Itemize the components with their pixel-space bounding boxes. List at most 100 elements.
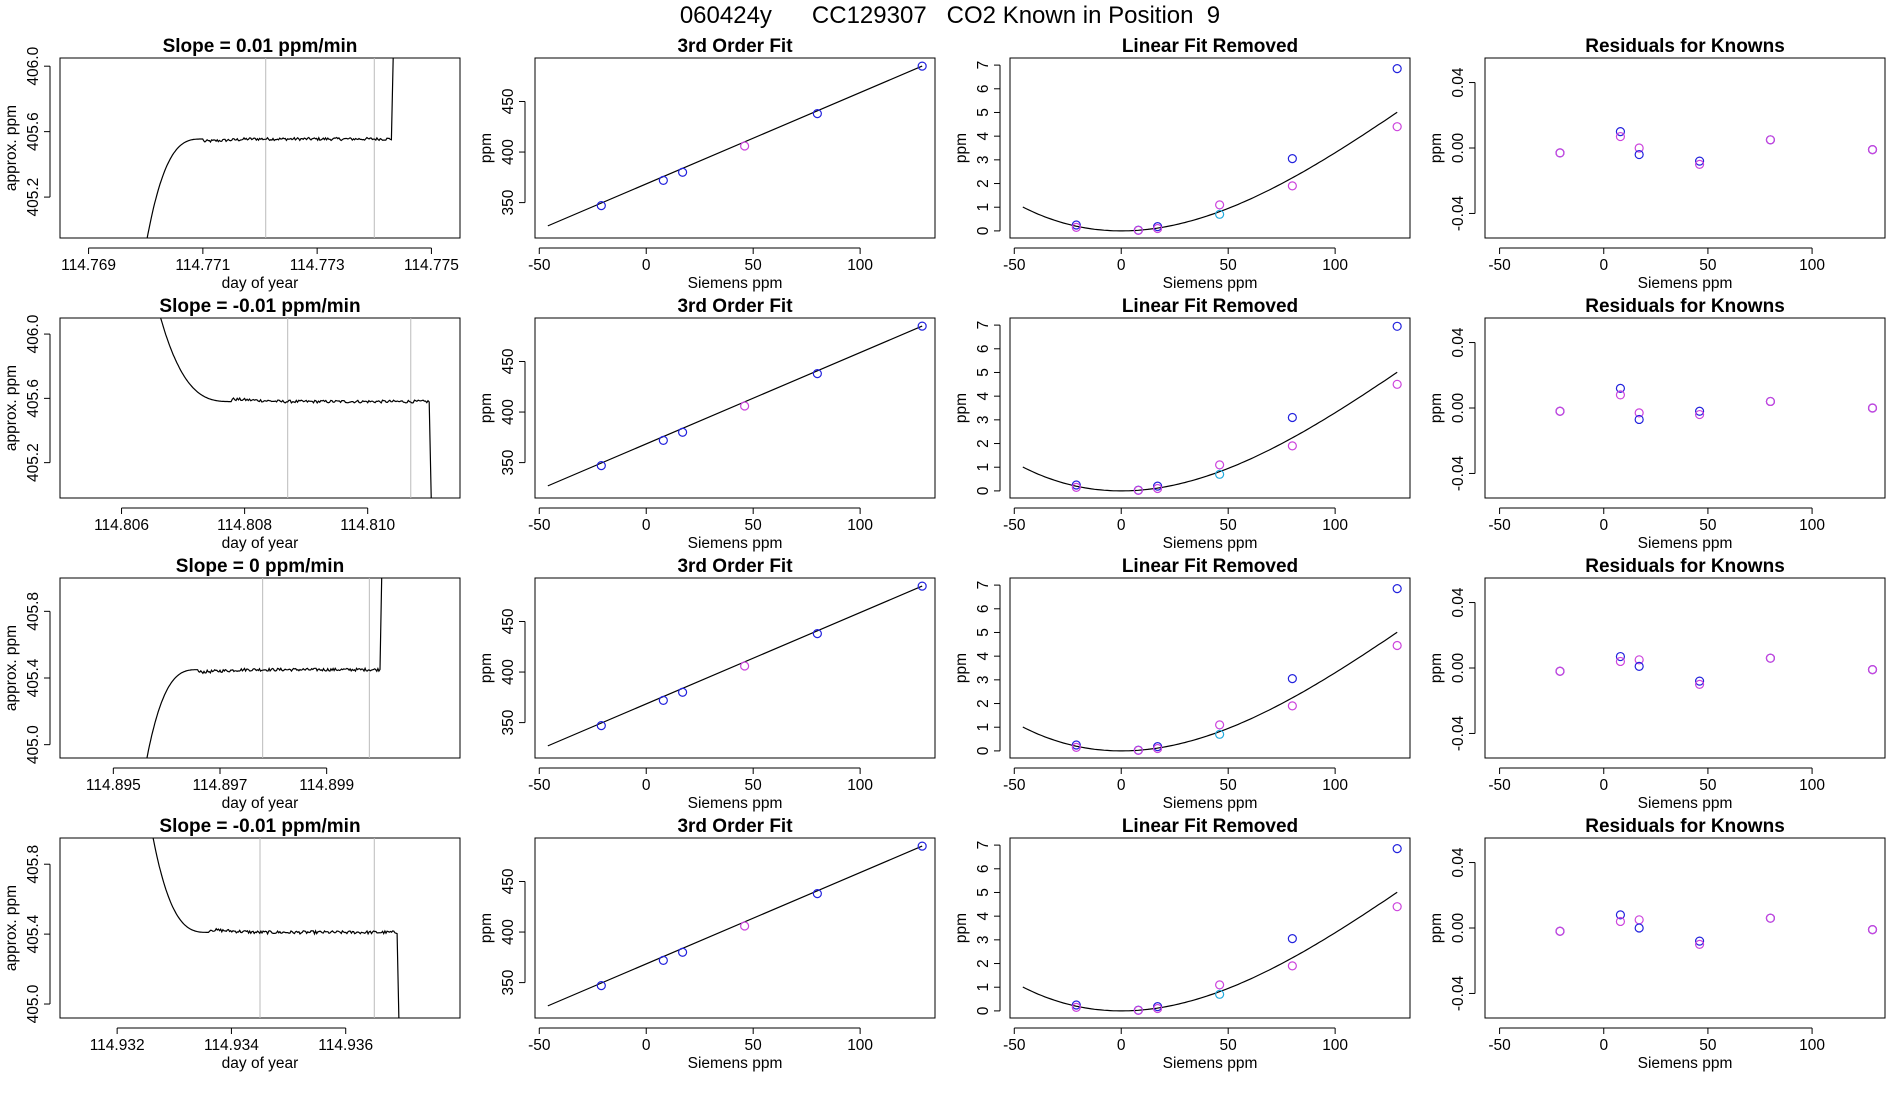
data-point [1152,483,1163,494]
data-point [1287,441,1297,451]
data-point [1765,396,1776,407]
panel-title: Residuals for Knowns [1585,36,1785,57]
x-tick-label: 114.899 [299,777,354,794]
plot-area [1555,910,1878,949]
panel-r3-c3: Linear Fit Removed -50 0 50 100 Siemens ppm 0 1… [953,556,1411,812]
data-point [740,921,750,931]
plot-frame [59,57,461,239]
x-axis-label: Siemens ppm [1163,1055,1258,1072]
y-tick-label: 0.00 [1450,133,1467,164]
y-axis-label: ppm [478,393,495,423]
x-axis-label: day of year [222,795,299,812]
data-point [1765,135,1776,145]
plot-area [1022,64,1402,236]
y-tick-label: 406.0 [25,46,42,85]
panel-title: Slope = 0.01 ppm/min [163,36,358,57]
x-tick-label: -50 [528,257,551,274]
y-tick-label: 1 [975,983,992,992]
plot-frame [1009,57,1411,239]
data-point [1133,745,1143,756]
y-axis-label: approx. ppm [3,365,20,451]
x-tick-label: 114.897 [193,777,248,794]
y-tick-label: 2 [975,699,992,708]
data-point [1215,209,1225,219]
data-point [1133,1005,1143,1016]
x-tick-label: 0 [1117,257,1126,274]
plot-frame [1009,837,1411,1019]
data-point [1133,485,1143,496]
x-axis-label: day of year [222,1055,299,1072]
data-point [1392,379,1402,389]
data-point [658,175,668,185]
x-tick-label: 0 [1599,777,1608,794]
data-point [1867,145,1878,155]
y-tick-label: 4 [975,911,992,920]
data-point [1215,980,1225,990]
panel-r1-c4: Residuals for Knowns -50 0 50 100 Siemens ppm… [1428,36,1886,292]
y-tick-label: 405.6 [25,379,42,418]
x-tick-label: 114.895 [86,777,141,794]
y-tick-label: 4 [975,391,992,400]
data-point [1694,679,1705,689]
data-point [658,695,668,705]
panel-r4-c4: Residuals for Knowns -50 0 50 100 Siemens ppm… [1428,816,1886,1072]
data-point [1634,143,1644,153]
x-tick-label: 100 [1799,1037,1825,1054]
y-tick-label: 0 [975,1006,992,1015]
data-point [1287,412,1297,423]
data-point [1152,222,1163,232]
analyzer-trace [160,318,432,498]
plot-area [547,61,927,227]
y-axis-label: ppm [1428,393,1445,423]
x-axis-label: Siemens ppm [1638,535,1733,552]
plot-frame [1484,577,1886,759]
x-tick-label: 0 [1117,777,1126,794]
x-tick-label: 50 [745,777,763,794]
data-point [812,629,822,639]
data-point [917,61,927,71]
x-tick-label: -50 [1488,777,1511,794]
plot-area [1555,127,1878,169]
x-axis-label: day of year [222,535,299,552]
panel-title: 3rd Order Fit [677,296,793,317]
y-tick-label: 0.04 [1450,847,1467,878]
x-tick-label: 100 [1799,257,1825,274]
data-point [1765,653,1776,663]
x-tick-label: 0 [642,1037,651,1054]
x-tick-label: 114.810 [340,517,395,534]
y-tick-label: 350 [500,969,517,995]
y-tick-label: 405.0 [25,725,42,764]
y-tick-label: 400 [500,919,517,945]
x-axis-label: Siemens ppm [1163,795,1258,812]
x-tick-label: 50 [1220,1037,1238,1054]
data-point [1867,665,1878,675]
fit-line [547,585,923,747]
data-point [1694,156,1705,166]
y-tick-label: 5 [975,108,992,117]
plot-frame [534,577,936,759]
data-point [1215,989,1225,999]
y-axis-label: ppm [1428,133,1445,163]
x-axis-label: Siemens ppm [1638,275,1733,292]
x-tick-label: 114.769 [61,257,116,274]
data-point [1615,910,1626,920]
data-point [1287,961,1297,971]
data-point [917,321,927,331]
data-point [812,889,822,899]
y-tick-label: 450 [500,868,517,894]
x-tick-label: 114.773 [290,257,345,274]
panel-r4-c3: Linear Fit Removed -50 0 50 100 Siemens ppm 0 1… [953,816,1411,1072]
y-tick-label: 1 [975,723,992,732]
plot-area [146,58,394,238]
data-point [1765,913,1776,923]
x-tick-label: 100 [847,1037,873,1054]
y-tick-label: 406.0 [25,314,42,353]
y-tick-label: 3 [975,416,992,425]
data-point [596,721,606,731]
panel-title: Slope = -0.01 ppm/min [159,296,360,317]
x-axis-label: Siemens ppm [688,1055,783,1072]
y-tick-label: 4 [975,651,992,660]
x-tick-label: 0 [642,257,651,274]
y-tick-label: 450 [500,608,517,634]
data-point [1634,655,1644,665]
